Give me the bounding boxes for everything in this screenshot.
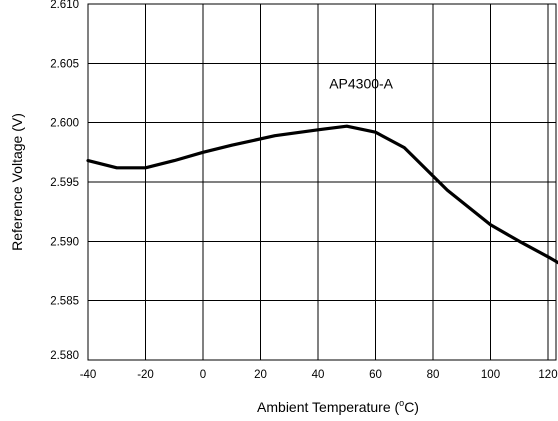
- y-tick-label: 2.590: [50, 236, 79, 248]
- x-tick-label: 100: [481, 369, 500, 381]
- x-tick-label: 80: [427, 369, 440, 381]
- y-tick-label: 2.580: [50, 350, 79, 362]
- y-axis-label: Reference Voltage (V): [9, 113, 25, 251]
- y-tick-label: 2.600: [50, 118, 79, 130]
- x-axis-label: Ambient Temperature (oC): [257, 398, 419, 415]
- series-line: [86, 124, 558, 265]
- x-axis-label-text: Ambient Temperature (: [257, 399, 399, 415]
- x-tick-label: 20: [254, 369, 267, 381]
- y-tick-labels: 2.580 2.585 2.590 2.595 2.600 2.605 2.610: [50, 0, 79, 362]
- grid: [87, 3, 556, 361]
- y-tick-label: 2.605: [50, 58, 79, 70]
- series-annotation: AP4300-A: [329, 76, 393, 92]
- y-tick-label: 2.610: [50, 0, 79, 11]
- x-tick-label: 60: [369, 369, 382, 381]
- x-axis-label-degree: o: [399, 398, 404, 408]
- plot-frame: [87, 3, 557, 361]
- y-tick-label: 2.595: [50, 177, 79, 189]
- y-tick-label: 2.585: [50, 296, 79, 308]
- x-tick-label: -20: [137, 369, 154, 381]
- x-tick-label: 120: [538, 369, 557, 381]
- x-tick-label: 0: [200, 369, 206, 381]
- x-tick-label: 40: [312, 369, 325, 381]
- x-axis-label-unit: C): [404, 399, 419, 415]
- x-tick-label: -40: [80, 369, 97, 381]
- x-tick-labels: -40 -20 0 20 40 60 80 100 120: [80, 369, 558, 381]
